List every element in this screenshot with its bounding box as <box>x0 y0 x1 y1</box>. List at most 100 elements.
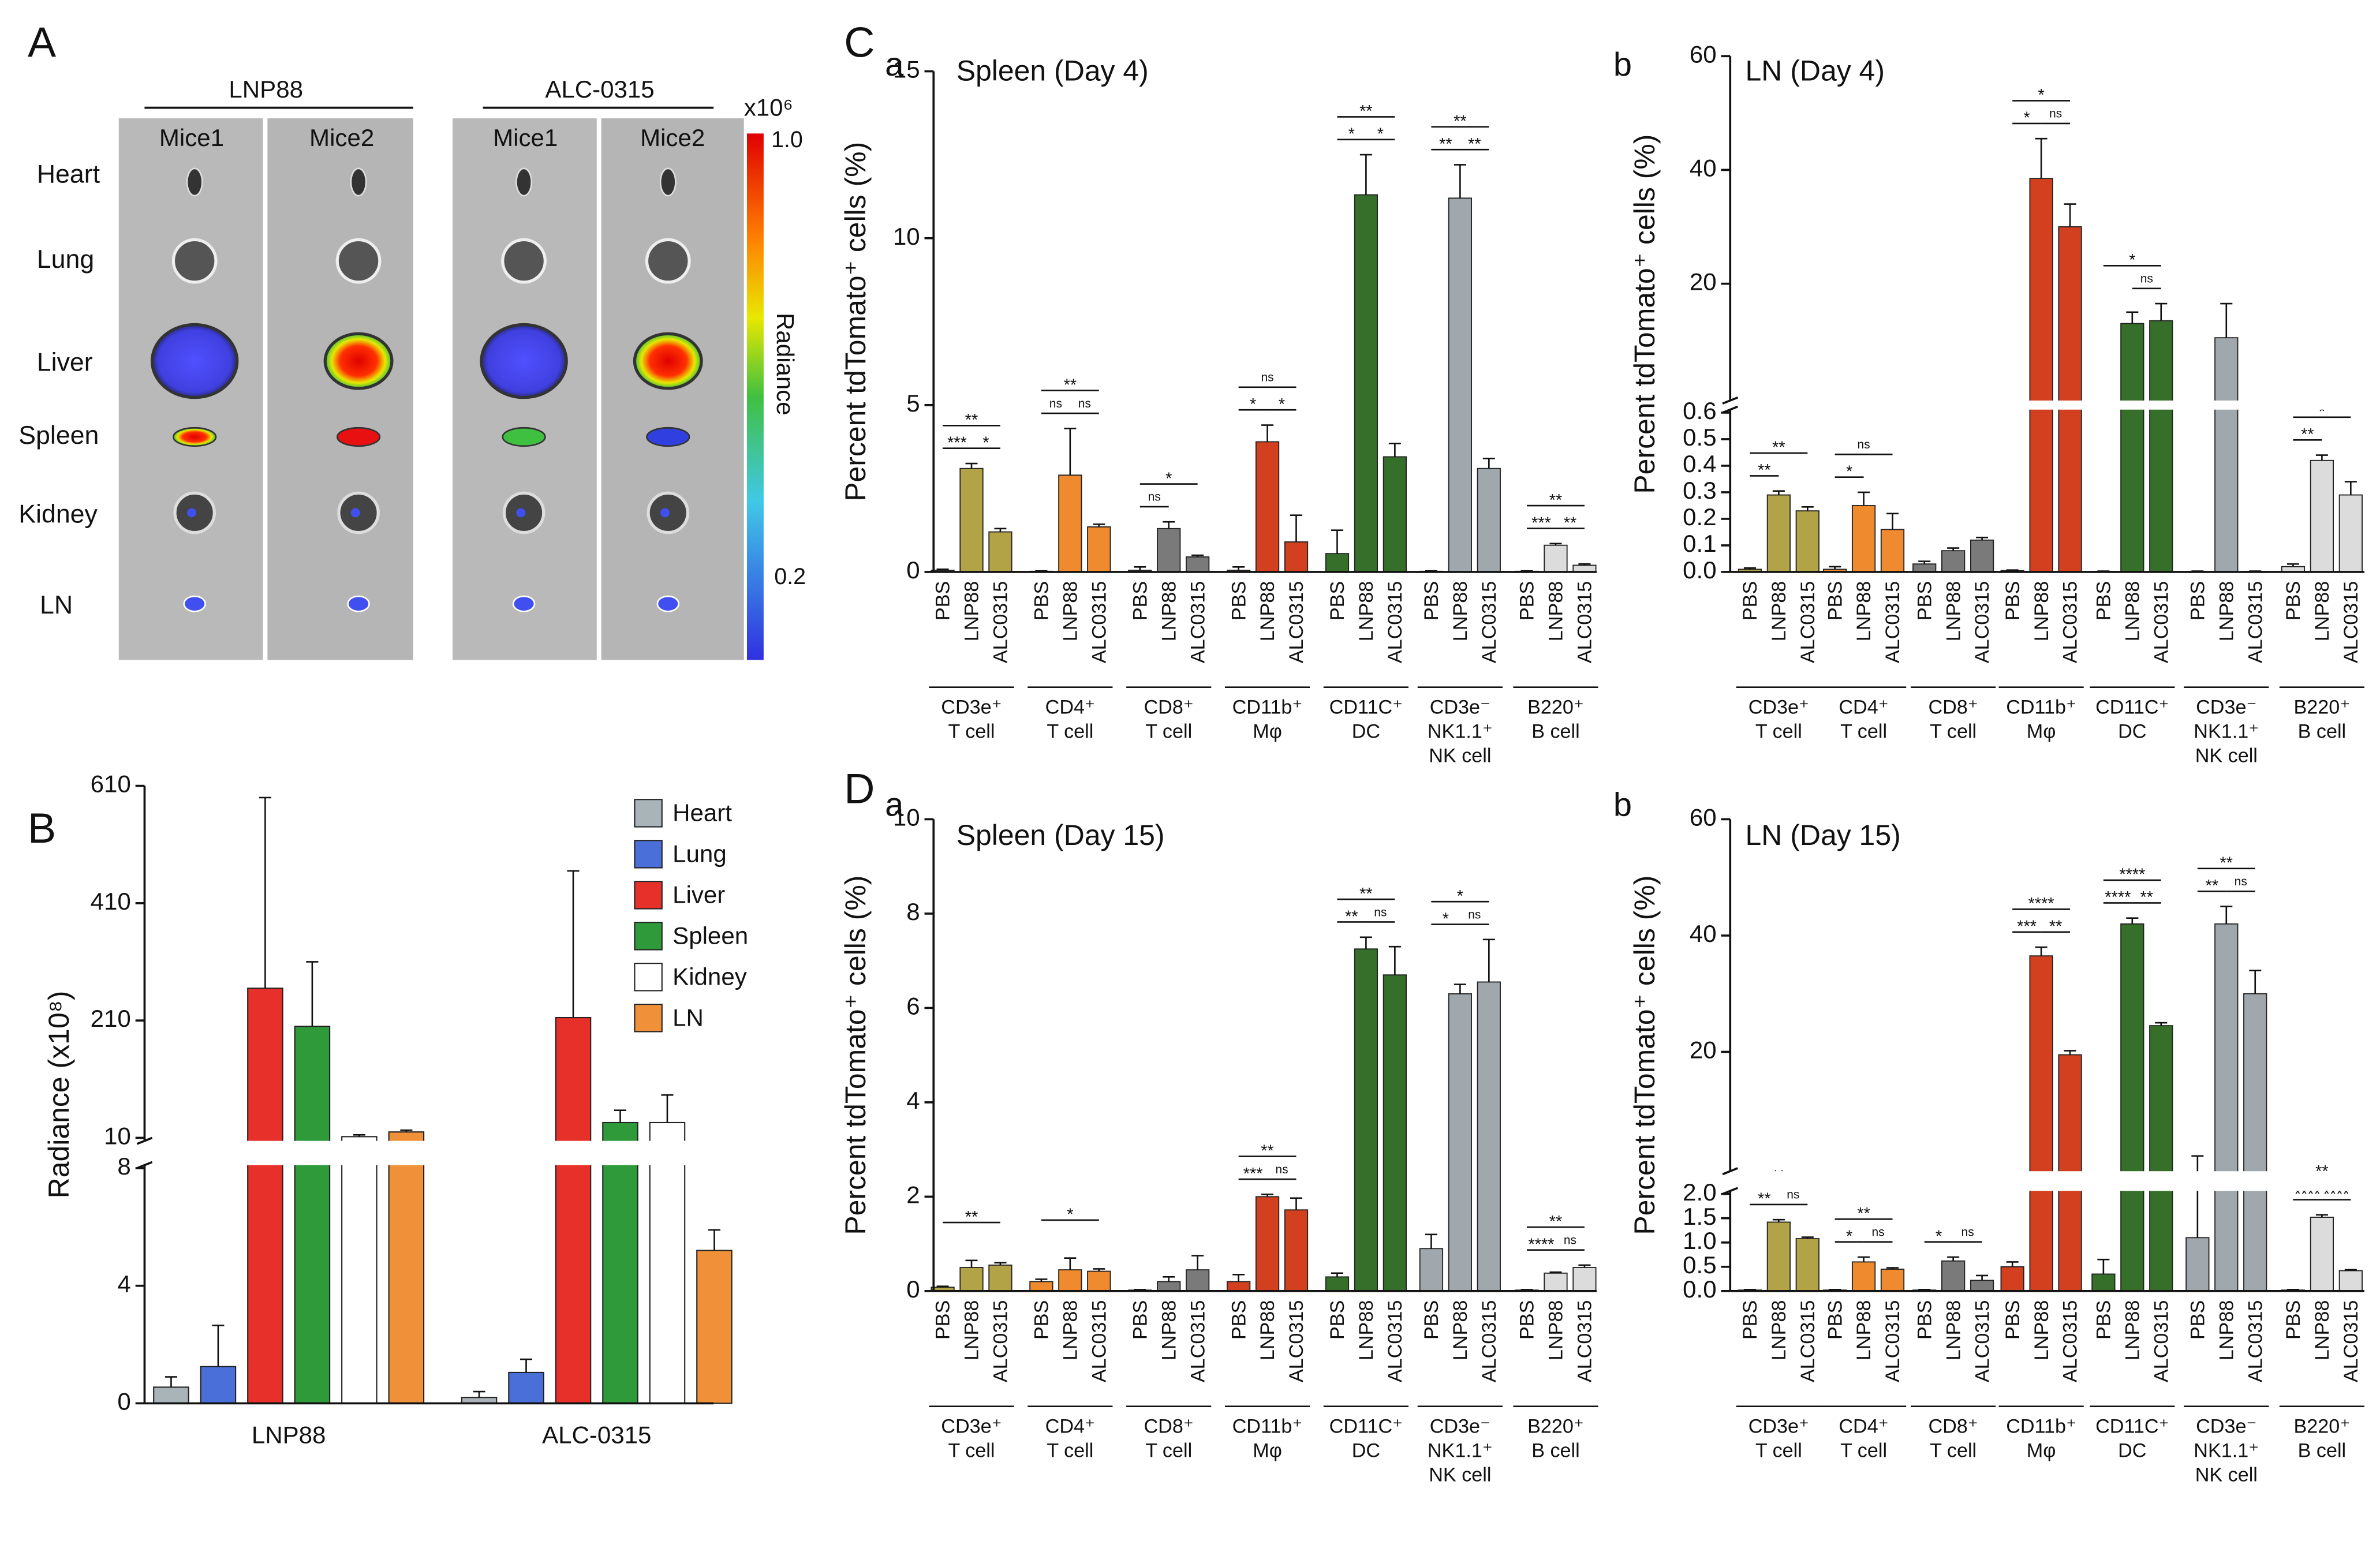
bar-label: LNP88 <box>1257 581 1279 641</box>
significance-label: * <box>1067 1206 1073 1224</box>
bar-label: ALC0315 <box>2340 581 2362 663</box>
bar-label: ALC0315 <box>1384 1300 1406 1382</box>
bar <box>2310 1217 2334 1292</box>
bar-label: PBS <box>1914 581 1936 620</box>
bar-label: ALC0315 <box>1882 581 1904 663</box>
bar-label: ALC0315 <box>1574 581 1596 663</box>
bar-label: LNP88 <box>2311 1300 2333 1360</box>
bar-label: ALC0315 <box>1088 581 1110 663</box>
bar <box>1087 1270 1111 1292</box>
group-label: T cell <box>1145 721 1192 743</box>
bar <box>1912 563 1937 573</box>
x-tick-label: ALC-0315 <box>542 1421 651 1448</box>
bar <box>2243 993 2267 1292</box>
group-label: B cell <box>2298 721 2347 743</box>
bar <box>1029 1281 1053 1292</box>
group-label: CD3e⁺ <box>941 1415 1002 1437</box>
bar-label: LNP88 <box>2031 1300 2053 1360</box>
bar-label: ALC0315 <box>1088 1300 1110 1382</box>
colorbar-tick: 1.0 <box>771 127 803 152</box>
bar-label: LNP88 <box>1060 1300 1082 1360</box>
bar <box>1477 981 1501 1292</box>
bar-label: PBS <box>2282 581 2304 620</box>
organ <box>350 508 360 518</box>
group-label: CD11C⁺ <box>1329 1415 1403 1437</box>
bar-label: LNP88 <box>2215 1300 2237 1360</box>
y-tick-label: 0.2 <box>1683 503 1716 530</box>
significance-label: **** <box>2105 888 2131 907</box>
bar <box>2149 320 2173 573</box>
bar-label: ALC0315 <box>1478 581 1500 663</box>
organ-label: Kidney <box>18 500 98 529</box>
bar <box>1766 494 1791 573</box>
group-label: T cell <box>1930 1440 1977 1462</box>
bar <box>2091 1273 2116 1292</box>
axis-break-gap <box>1731 1171 2366 1191</box>
bar <box>1383 456 1407 573</box>
bar-label: LNP88 <box>1449 581 1471 641</box>
group-label: CD3e⁻ <box>1430 697 1490 719</box>
significance-label: ns <box>1275 1163 1288 1176</box>
bar <box>1157 1281 1181 1292</box>
bar-label: LNP88 <box>1355 581 1377 641</box>
y-axis-label: Percent tdTomato⁺ cells (%) <box>1628 134 1661 494</box>
organ <box>645 238 691 284</box>
bar-label: PBS <box>1129 581 1151 620</box>
significance-label: ** <box>2220 854 2233 873</box>
group-label: ALC-0315 <box>545 76 654 103</box>
group-label: T cell <box>1930 721 1977 743</box>
legend-label: LN <box>672 1004 704 1031</box>
group-label: CD4⁺ <box>1045 697 1095 719</box>
y-tick-label: 0 <box>117 1388 130 1415</box>
bar <box>1087 526 1111 573</box>
bar <box>1448 197 1473 573</box>
axis-break <box>1722 396 1739 405</box>
bar <box>2029 955 2053 1292</box>
organ-label: Lung <box>37 245 94 274</box>
bar-label: ALC0315 <box>1384 581 1406 663</box>
bar-label: ALC0315 <box>2060 1300 2082 1382</box>
y-tick-label: 0.0 <box>1683 556 1716 584</box>
bar-label: LNP88 <box>2215 581 2237 641</box>
bar <box>1325 553 1350 573</box>
y-tick-label: 8 <box>117 1153 130 1180</box>
significance-label: *** <box>1531 514 1551 532</box>
bar-label: ALC0315 <box>1187 1300 1209 1382</box>
bar-label: LNP88 <box>1060 581 1082 641</box>
y-tick-label: 20 <box>1690 268 1717 296</box>
group-label: CD11b⁺ <box>2006 1415 2076 1437</box>
bar-label: PBS <box>1421 1300 1443 1340</box>
significance-label: ** <box>1454 113 1467 131</box>
mouse-label: Mice2 <box>640 124 705 151</box>
mouse-label: Mice1 <box>493 124 558 151</box>
y-tick-label: 0.3 <box>1683 477 1716 504</box>
significance-label: ** <box>1564 514 1576 532</box>
group-label: CD11b⁺ <box>1232 1415 1303 1437</box>
bar-label: ALC0315 <box>2340 1300 2362 1382</box>
significance-label: * <box>2319 403 2325 421</box>
y-tick-label: 10 <box>893 223 920 250</box>
organ-label: Heart <box>37 160 100 189</box>
bar <box>1795 1238 1819 1292</box>
group-label: Mφ <box>2027 1440 2056 1462</box>
significance-label: *** <box>947 433 967 452</box>
bar <box>696 1250 733 1404</box>
bar <box>1477 468 1501 573</box>
group-label: NK1.1⁺ <box>2194 721 2259 743</box>
y-tick-label: 10 <box>893 804 920 831</box>
organ <box>173 427 217 447</box>
panel-a: A LNP88 ALC-0315 Mice1 Mice2 Mice1 Mice2… <box>18 18 806 660</box>
legend-swatch <box>634 963 663 992</box>
significance-label: **** <box>1529 1235 1555 1254</box>
bar-label: ALC0315 <box>2060 581 2082 663</box>
bar <box>1157 528 1181 573</box>
bar-label: LNP88 <box>1942 581 1964 641</box>
y-axis-label: Percent tdTomato⁺ cells (%) <box>1628 876 1661 1235</box>
significance-label: ** <box>2049 918 2062 936</box>
y-tick-label: 60 <box>1690 40 1717 68</box>
y-tick-label: 0.4 <box>1683 450 1716 477</box>
colorbar-tick: 0.2 <box>774 564 806 589</box>
significance-label: ns <box>1261 371 1273 384</box>
organ-label: LN <box>40 591 73 619</box>
